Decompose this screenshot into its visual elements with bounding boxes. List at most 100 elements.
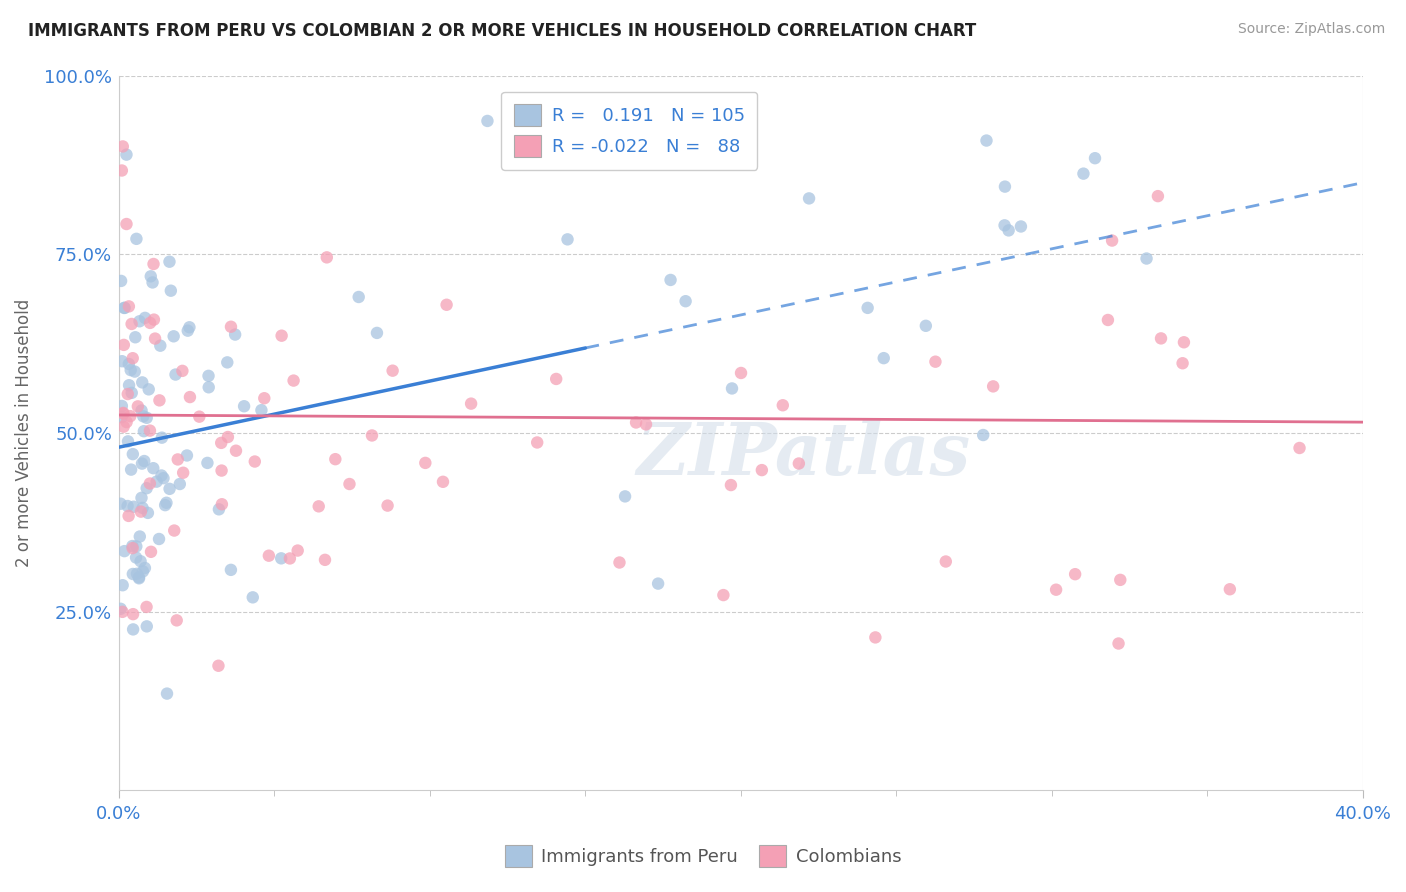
Point [377, 499, 399, 513]
Point [976, 134, 998, 148]
Point [1288, 441, 1310, 455]
Point [131, 500, 153, 515]
Point [325, 452, 347, 467]
Point [118, 357, 141, 371]
Point [156, 687, 179, 701]
Point [111, 163, 134, 178]
Point [117, 508, 139, 523]
Text: Source: ZipAtlas.com: Source: ZipAtlas.com [1237, 22, 1385, 37]
Point [117, 499, 139, 513]
Point [163, 524, 186, 538]
Point [924, 354, 946, 368]
Point [242, 591, 264, 605]
Point [142, 257, 165, 271]
Point [128, 529, 150, 543]
Point [1097, 313, 1119, 327]
Point [197, 380, 219, 394]
Point [361, 428, 384, 442]
Point [125, 540, 148, 554]
Point [751, 463, 773, 477]
Point [150, 468, 173, 483]
Point [131, 376, 153, 390]
Point [142, 461, 165, 475]
Point [208, 502, 231, 516]
Point [179, 320, 201, 334]
Point [153, 498, 176, 512]
Point [225, 443, 247, 458]
Point [177, 324, 200, 338]
Point [118, 299, 141, 313]
Point [139, 476, 162, 491]
Point [139, 269, 162, 284]
Point [121, 447, 143, 461]
Point [253, 391, 276, 405]
Point [432, 475, 454, 489]
Point [112, 301, 135, 315]
Point [436, 298, 458, 312]
Point [219, 563, 242, 577]
Point [117, 434, 139, 449]
Point [160, 284, 183, 298]
Point [270, 551, 292, 566]
Point [624, 416, 647, 430]
Point [477, 114, 499, 128]
Point [152, 471, 174, 485]
Point [283, 374, 305, 388]
Point [115, 415, 138, 429]
Point [243, 454, 266, 468]
Point [122, 623, 145, 637]
Point [166, 613, 188, 627]
Point [125, 232, 148, 246]
Point [994, 179, 1017, 194]
Point [121, 566, 143, 581]
Point [217, 430, 239, 444]
Point [132, 424, 155, 438]
Point [127, 400, 149, 414]
Point [659, 273, 682, 287]
Point [155, 496, 177, 510]
Point [546, 372, 568, 386]
Point [124, 365, 146, 379]
Point [142, 276, 165, 290]
Point [150, 431, 173, 445]
Point [1064, 567, 1087, 582]
Point [257, 549, 280, 563]
Legend: R =   0.191   N = 105, R = -0.022   N =   88: R = 0.191 N = 105, R = -0.022 N = 88 [501, 92, 758, 170]
Point [1219, 582, 1241, 597]
Point [270, 328, 292, 343]
Point [1173, 335, 1195, 350]
Point [1073, 167, 1095, 181]
Point [315, 251, 337, 265]
Point [209, 435, 232, 450]
Point [135, 410, 157, 425]
Point [121, 541, 143, 555]
Point [149, 339, 172, 353]
Point [131, 403, 153, 417]
Point [526, 435, 548, 450]
Point [110, 497, 132, 511]
Point [720, 478, 742, 492]
Point [110, 602, 132, 616]
Point [873, 351, 896, 366]
Point [935, 555, 957, 569]
Point [128, 314, 150, 328]
Point [112, 544, 135, 558]
Point [609, 556, 631, 570]
Point [111, 578, 134, 592]
Point [172, 466, 194, 480]
Point [308, 500, 330, 514]
Point [179, 390, 201, 404]
Point [128, 570, 150, 584]
Point [142, 312, 165, 326]
Point [1150, 331, 1173, 345]
Point [797, 191, 820, 205]
Point [614, 489, 637, 503]
Point [211, 497, 233, 511]
Point [647, 576, 669, 591]
Point [112, 406, 135, 420]
Point [997, 223, 1019, 237]
Point [219, 319, 242, 334]
Point [211, 464, 233, 478]
Point [120, 462, 142, 476]
Point [121, 539, 143, 553]
